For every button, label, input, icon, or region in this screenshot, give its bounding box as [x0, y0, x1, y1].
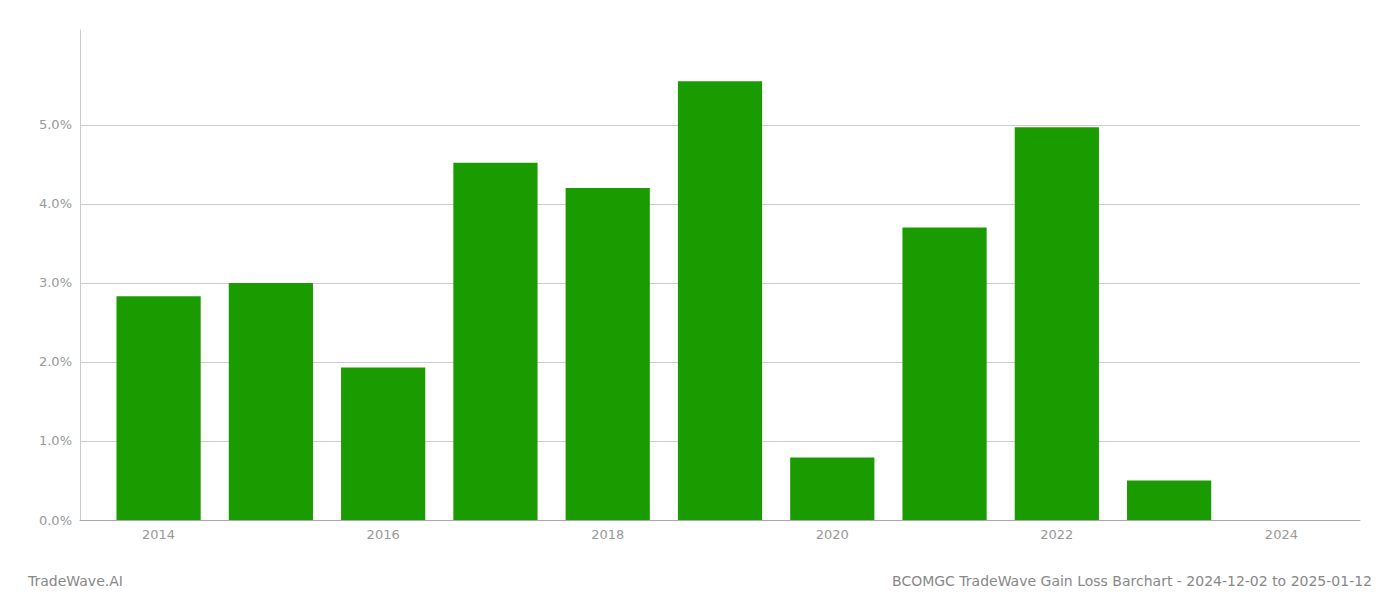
svg-text:2020: 2020 [816, 527, 849, 542]
svg-text:4.0%: 4.0% [39, 196, 72, 211]
svg-text:1.0%: 1.0% [39, 433, 72, 448]
svg-text:5.0%: 5.0% [39, 117, 72, 132]
svg-text:BCOMGC TradeWave Gain Loss Bar: BCOMGC TradeWave Gain Loss Barchart - 20… [892, 573, 1372, 589]
svg-text:3.0%: 3.0% [39, 275, 72, 290]
svg-text:2018: 2018 [591, 527, 624, 542]
svg-text:2022: 2022 [1040, 527, 1073, 542]
svg-text:0.0%: 0.0% [39, 513, 72, 528]
svg-text:2016: 2016 [367, 527, 400, 542]
svg-text:2024: 2024 [1265, 527, 1298, 542]
svg-text:2.0%: 2.0% [39, 354, 72, 369]
svg-text:2014: 2014 [142, 527, 175, 542]
svg-text:TradeWave.AI: TradeWave.AI [27, 573, 123, 589]
